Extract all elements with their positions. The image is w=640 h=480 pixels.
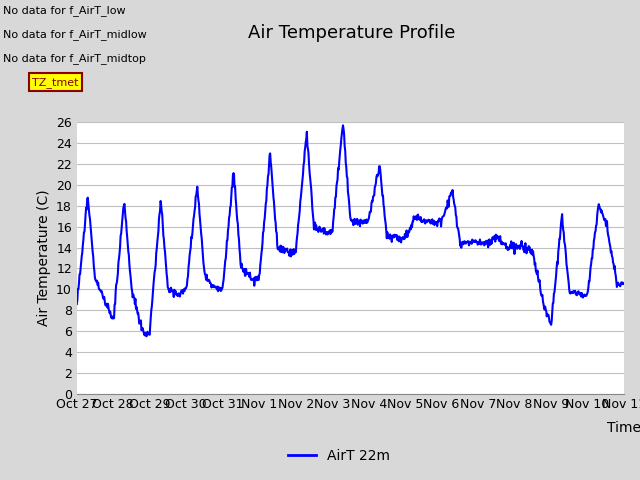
X-axis label: Time: Time [607,420,640,435]
Text: TZ_tmet: TZ_tmet [32,77,79,88]
Text: No data for f_AirT_low: No data for f_AirT_low [3,5,126,16]
Legend: AirT 22m: AirT 22m [283,443,396,468]
Text: No data for f_AirT_midtop: No data for f_AirT_midtop [3,53,146,64]
Y-axis label: Air Temperature (C): Air Temperature (C) [36,190,51,326]
Text: No data for f_AirT_midlow: No data for f_AirT_midlow [3,29,147,40]
Text: Air Temperature Profile: Air Temperature Profile [248,24,456,42]
